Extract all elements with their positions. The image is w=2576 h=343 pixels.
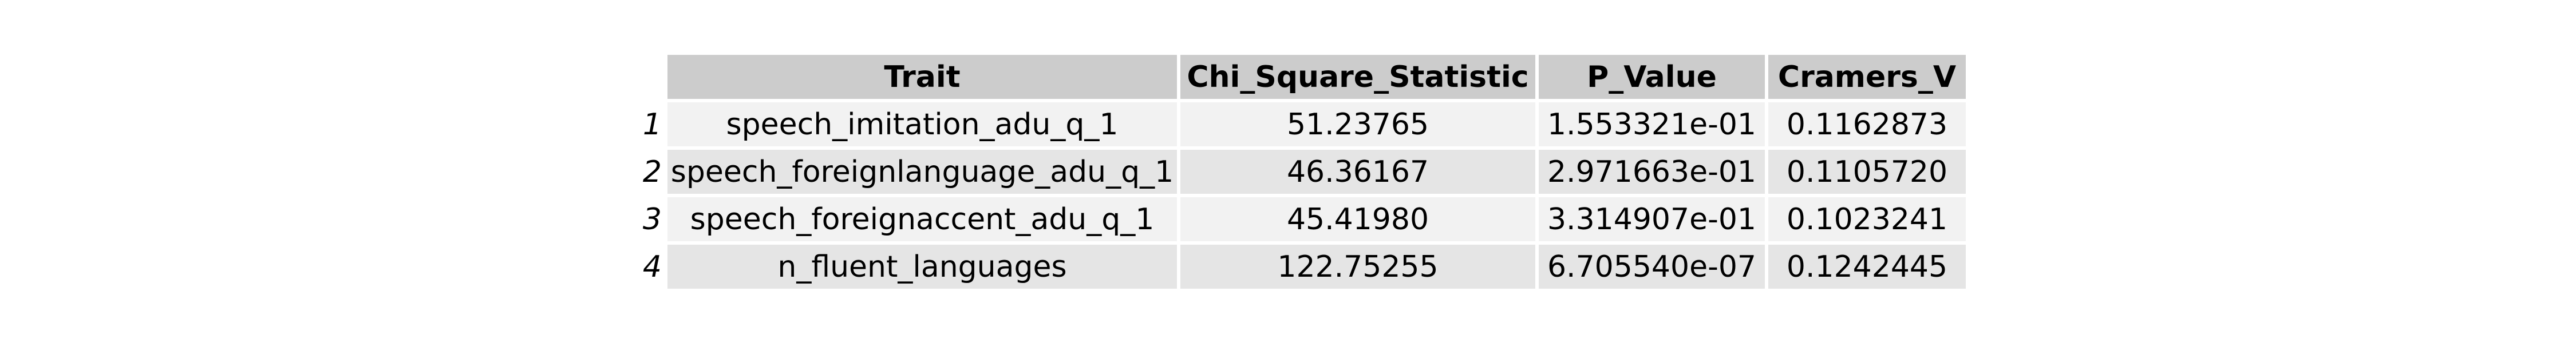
- trait-cell: speech_imitation_adu_q_1: [667, 102, 1177, 146]
- p-value-cell: 3.314907e-01: [1539, 197, 1765, 241]
- table-row: 1 speech_imitation_adu_q_1 51.23765 1.55…: [639, 102, 1966, 146]
- table-row: 2 speech_foreignlanguage_adu_q_1 46.3616…: [639, 150, 1966, 194]
- chi-square-cell: 122.75255: [1180, 245, 1535, 289]
- row-number: 4: [642, 249, 662, 284]
- chi-square-cell: 45.41980: [1180, 197, 1535, 241]
- corner-cell: [639, 55, 664, 99]
- table-row: 4 n_fluent_languages 122.75255 6.705540e…: [639, 245, 1966, 289]
- column-header-trait: Trait: [667, 55, 1177, 99]
- column-header-cramers-v: Cramers_V: [1768, 55, 1966, 99]
- cramers-v-cell: 0.1242445: [1768, 245, 1966, 289]
- column-header-chi-square-statistic: Chi_Square_Statistic: [1180, 55, 1535, 99]
- chi-square-cell: 46.36167: [1180, 150, 1535, 194]
- p-value-cell: 1.553321e-01: [1539, 102, 1765, 146]
- chi-square-cell: 51.23765: [1180, 102, 1535, 146]
- column-header-p-value: P_Value: [1539, 55, 1765, 99]
- cramers-v-cell: 0.1105720: [1768, 150, 1966, 194]
- row-number: 3: [642, 202, 662, 237]
- row-number: 1: [642, 107, 662, 142]
- trait-cell: speech_foreignlanguage_adu_q_1: [667, 150, 1177, 194]
- trait-cell: speech_foreignaccent_adu_q_1: [667, 197, 1177, 241]
- trait-cell: n_fluent_languages: [667, 245, 1177, 289]
- results-table: Trait Chi_Square_Statistic P_Value Crame…: [635, 51, 1969, 292]
- cramers-v-cell: 0.1162873: [1768, 102, 1966, 146]
- row-number: 2: [642, 154, 662, 189]
- p-value-cell: 2.971663e-01: [1539, 150, 1765, 194]
- p-value-cell: 6.705540e-07: [1539, 245, 1765, 289]
- table-row: 3 speech_foreignaccent_adu_q_1 45.41980 …: [639, 197, 1966, 241]
- header-row: Trait Chi_Square_Statistic P_Value Crame…: [639, 55, 1966, 99]
- results-table-container: Trait Chi_Square_Statistic P_Value Crame…: [635, 51, 1969, 292]
- cramers-v-cell: 0.1023241: [1768, 197, 1966, 241]
